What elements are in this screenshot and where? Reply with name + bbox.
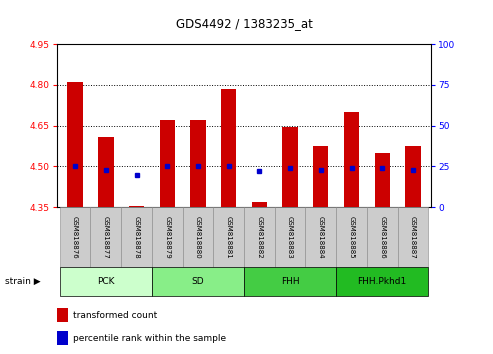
Bar [121,207,152,267]
Bar [60,267,152,296]
Bar [375,153,390,207]
Bar [306,207,336,267]
Text: GSM818883: GSM818883 [287,216,293,258]
Text: SD: SD [192,277,204,286]
Bar [344,112,359,207]
Text: GSM818878: GSM818878 [134,216,140,258]
Text: FHH.Pkhd1: FHH.Pkhd1 [357,277,407,286]
Text: GSM818877: GSM818877 [103,216,109,258]
Bar [152,267,244,296]
Text: strain ▶: strain ▶ [5,277,40,286]
Text: FHH: FHH [281,277,299,286]
Bar [244,267,336,296]
Bar [60,207,91,267]
Bar [182,207,213,267]
Bar [98,137,113,207]
Bar [405,146,421,207]
Text: GSM818885: GSM818885 [349,216,354,258]
Text: percentile rank within the sample: percentile rank within the sample [73,334,226,343]
Bar [397,207,428,267]
Bar [244,207,275,267]
Bar [336,267,428,296]
Bar [91,207,121,267]
Text: GSM818887: GSM818887 [410,216,416,258]
Bar [275,207,306,267]
Text: GSM818886: GSM818886 [379,216,385,258]
Bar [282,127,298,207]
Bar [160,120,175,207]
Text: GSM818882: GSM818882 [256,216,262,258]
Bar [221,89,236,207]
Bar [336,207,367,267]
Bar [313,146,328,207]
Text: GSM818881: GSM818881 [226,216,232,258]
Text: GSM818876: GSM818876 [72,216,78,258]
Bar [68,82,83,207]
Bar [152,207,182,267]
Bar [57,331,69,346]
Text: PCK: PCK [97,277,114,286]
Bar [213,207,244,267]
Text: GSM818880: GSM818880 [195,216,201,258]
Bar [190,120,206,207]
Bar [252,202,267,207]
Text: GSM818879: GSM818879 [164,216,170,258]
Text: GDS4492 / 1383235_at: GDS4492 / 1383235_at [176,17,313,30]
Text: GSM818884: GSM818884 [318,216,324,258]
Bar [57,308,69,322]
Bar [367,207,397,267]
Bar [129,206,144,207]
Text: transformed count: transformed count [73,311,157,320]
